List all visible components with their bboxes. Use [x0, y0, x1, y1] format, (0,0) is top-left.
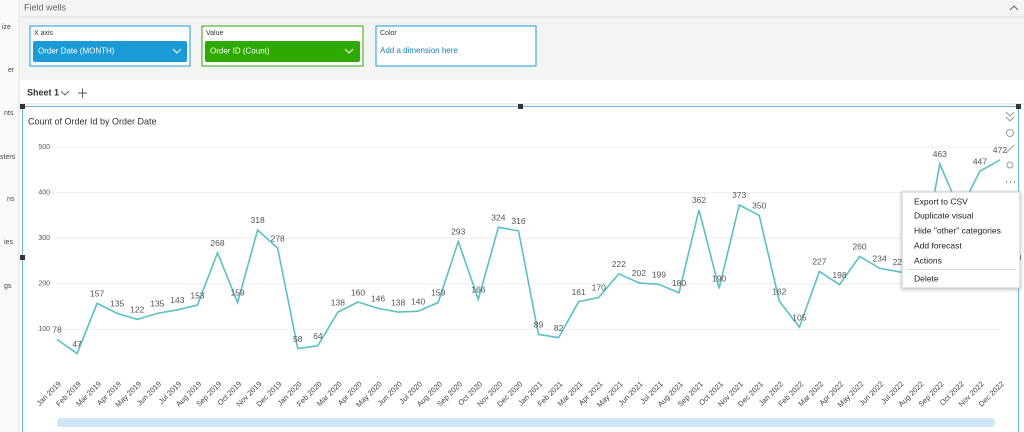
data-label: 138	[331, 297, 345, 307]
menu-item[interactable]: Add forecast	[914, 240, 962, 250]
dropdown-icon[interactable]	[172, 48, 182, 54]
chart-title: Count of Order Id by Order Date	[28, 116, 157, 126]
data-label: 78	[52, 325, 62, 335]
sidebar-label[interactable]: ize	[2, 24, 11, 31]
data-label: 226	[893, 257, 907, 267]
data-label: 153	[190, 290, 204, 300]
data-label: 227	[812, 257, 826, 267]
data-label: 135	[110, 299, 124, 309]
scrollbar[interactable]	[57, 418, 995, 427]
data-label: 135	[150, 299, 164, 309]
data-label: 463	[933, 149, 947, 159]
data-label: 447	[973, 156, 987, 166]
data-label: 157	[90, 289, 104, 299]
visual-toolbar	[1005, 111, 1015, 183]
data-label: 373	[732, 190, 746, 200]
menu-item[interactable]: Hide "other" categories	[914, 225, 1001, 235]
data-label: 89	[534, 320, 544, 330]
data-label: 166	[471, 285, 485, 295]
data-label: 161	[572, 287, 586, 297]
context-menu: Export to CSV Duplicate visual Hide "oth…	[901, 191, 1021, 289]
toolbar-icon[interactable]	[1006, 129, 1014, 137]
add-sheet[interactable]	[78, 88, 87, 98]
data-label: 159	[431, 288, 445, 298]
data-label: 260	[852, 242, 866, 252]
well-label: Color	[380, 30, 397, 37]
y-tick-label: 200	[38, 281, 50, 288]
well-placeholder[interactable]: Add a dimension here	[380, 46, 458, 55]
y-tick-label: 500	[38, 144, 50, 151]
data-label: 138	[391, 297, 405, 307]
sidebar-label[interactable]: er	[8, 67, 15, 74]
menu-panel	[901, 191, 1021, 289]
field-name: Order Date (MONTH)	[38, 47, 115, 56]
data-label: 170	[592, 283, 606, 293]
menu-item[interactable]: Actions	[914, 255, 942, 265]
menu-item[interactable]: Duplicate visual	[914, 210, 974, 220]
sidebar-label[interactable]: ns	[7, 196, 15, 203]
data-label: 122	[130, 305, 144, 315]
well-label: Value	[206, 30, 223, 37]
data-label: 268	[210, 238, 224, 248]
handle[interactable]	[20, 104, 25, 109]
handle[interactable]	[20, 255, 25, 260]
handle[interactable]	[1016, 104, 1021, 109]
sheet-tab[interactable]: Sheet 1	[27, 87, 59, 97]
field-button[interactable]	[205, 41, 360, 62]
data-label: 159	[230, 288, 244, 298]
data-label: 190	[712, 274, 726, 284]
dropdown-icon[interactable]	[344, 48, 354, 54]
data-label: 146	[371, 294, 385, 304]
sidebar-label[interactable]: gs	[4, 283, 12, 290]
tab-bar	[20, 80, 1024, 104]
data-label: 82	[554, 323, 564, 333]
data-label: 143	[170, 295, 184, 305]
data-label: 202	[632, 268, 646, 278]
data-label: 58	[293, 334, 303, 344]
menu-item[interactable]: Export to CSV	[914, 196, 968, 206]
data-label: 234	[873, 254, 887, 264]
data-label: 324	[491, 213, 505, 223]
data-line	[56, 159, 1001, 355]
tab-dropdown[interactable]	[60, 90, 70, 96]
y-tick-label: 400	[38, 189, 50, 196]
data-label: 105	[792, 312, 806, 322]
data-label: 316	[511, 216, 525, 226]
well-label: X axis	[34, 30, 54, 37]
toolbar-icon[interactable]	[1006, 161, 1014, 169]
data-label: 350	[752, 201, 766, 211]
y-tick-label: 100	[38, 326, 50, 333]
sidebar-label[interactable]: ies	[4, 239, 13, 246]
collapse-icon[interactable]	[1009, 5, 1019, 11]
data-label: 472	[993, 145, 1007, 155]
toolbar-icon[interactable]	[1005, 144, 1015, 154]
data-label: 199	[652, 270, 666, 280]
sidebar-label[interactable]: sters	[0, 154, 16, 161]
data-label: 162	[772, 286, 786, 296]
data-label: 180	[672, 278, 686, 288]
toolbar-icon[interactable]	[1005, 111, 1015, 122]
data-label: 198	[832, 270, 846, 280]
data-label: 278	[271, 233, 285, 243]
data-label: 64	[313, 331, 323, 341]
sidebar	[0, 0, 19, 432]
data-label: 318	[251, 215, 265, 225]
data-label: 222	[612, 259, 626, 269]
visual-frame[interactable]	[22, 106, 1019, 432]
handle[interactable]	[518, 104, 523, 109]
data-label: 140	[411, 296, 425, 306]
data-label: 47	[72, 339, 82, 349]
data-label: 362	[692, 195, 706, 205]
sidebar-labels: ize er nts sters ns ies gs	[0, 24, 16, 290]
menu-item[interactable]: Delete	[914, 273, 939, 283]
y-tick-label: 300	[38, 235, 50, 242]
sidebar-label[interactable]: nts	[4, 110, 14, 117]
data-label: 160	[351, 287, 365, 297]
data-label: 293	[451, 227, 465, 237]
field-button[interactable]	[33, 41, 187, 62]
color-well[interactable]	[375, 25, 537, 67]
field-wells-title: Field wells	[24, 2, 67, 12]
field-name: Order ID (Count)	[210, 47, 270, 56]
